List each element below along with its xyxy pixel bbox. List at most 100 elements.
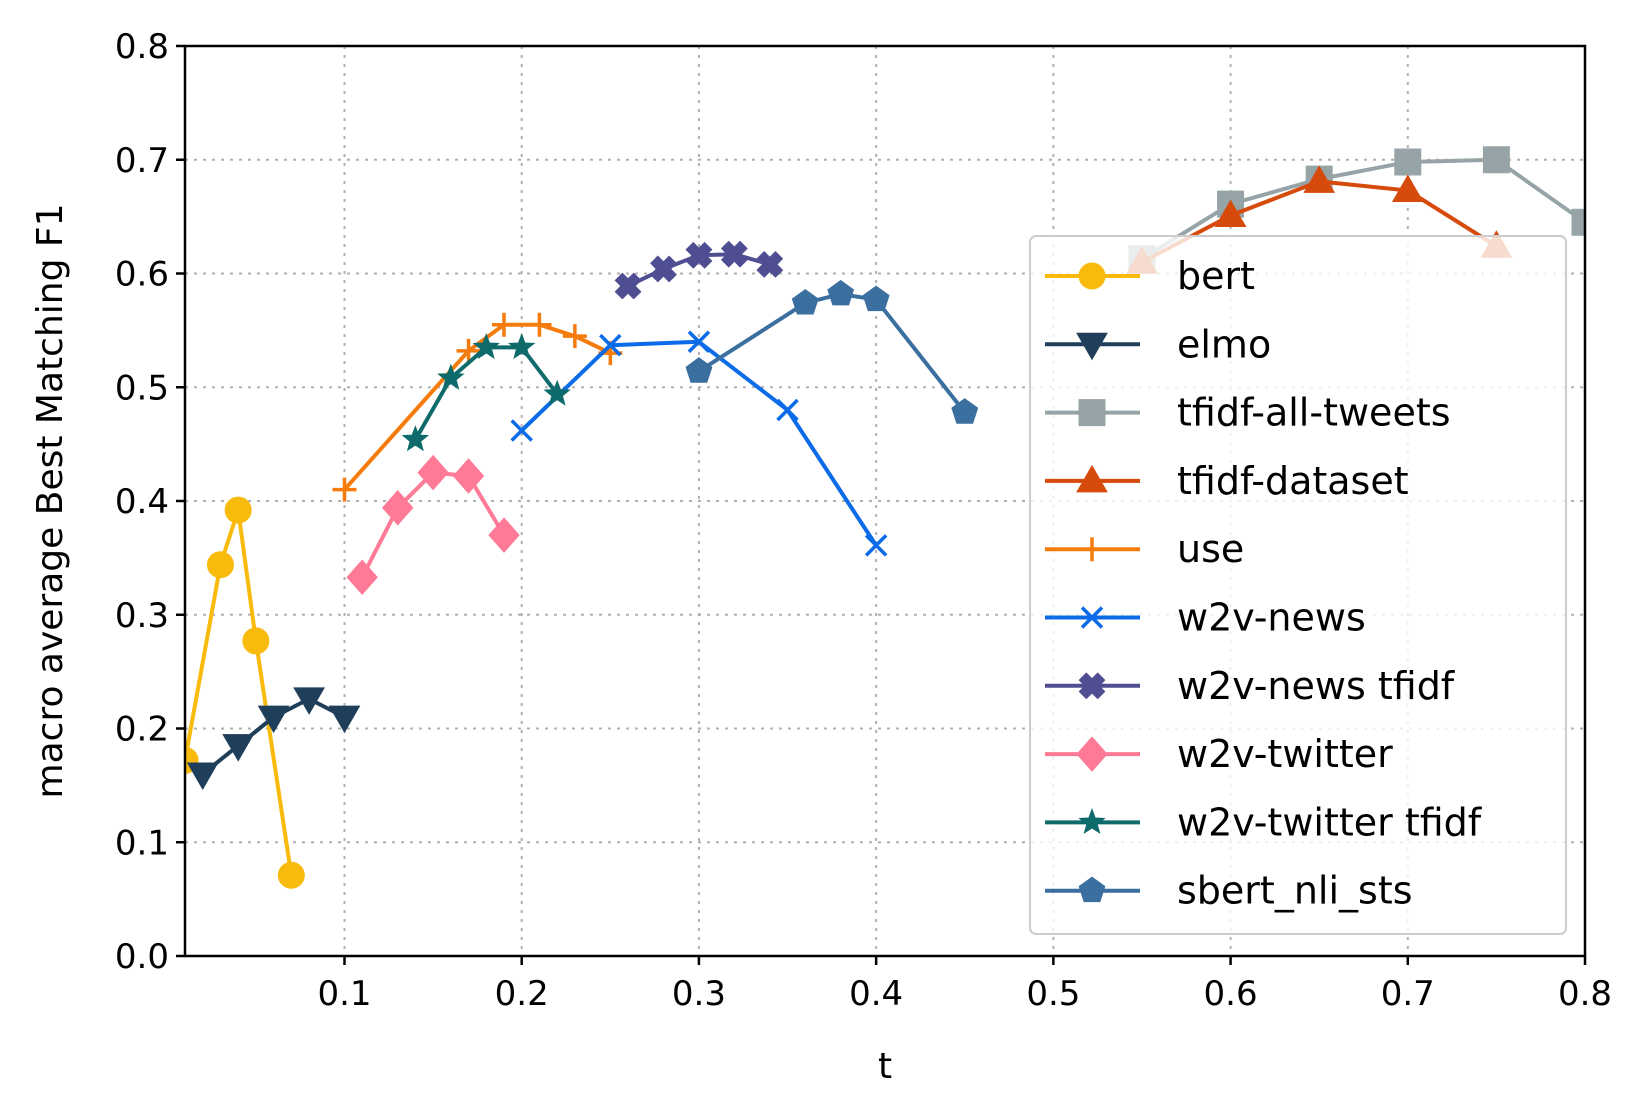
y-axis-label: macro average Best Matching F1 — [30, 204, 71, 799]
data-point-w2v-news — [687, 330, 711, 353]
legend-item-use: use — [1045, 527, 1244, 571]
x-axis-label: t — [878, 1046, 892, 1087]
y-tick-label: 0.4 — [115, 482, 169, 522]
data-point-bert — [242, 627, 270, 655]
x-tick-label: 0.4 — [849, 974, 903, 1014]
data-point-use — [456, 338, 481, 363]
legend-marker-sbert-nli-sts — [1078, 876, 1106, 903]
axis-ticks: 0.1 0.2 0.3 0.4 0.5 0.6 0.7 0.8 0.0 0.1 0.2 0.3 0.4 0… — [115, 27, 1612, 1014]
series-elmo — [186, 687, 361, 791]
series-sbert-nli-sts — [685, 279, 979, 424]
legend-item-bert: bert — [1045, 254, 1255, 298]
data-point-bert — [206, 551, 234, 579]
data-point-use — [491, 312, 516, 337]
legend-item-w2v-twitter-tfidf: w2v-twitter tfidf — [1045, 800, 1483, 844]
data-point-w2v-news-tfidf — [650, 255, 677, 283]
data-point-w2v-news-tfidf — [720, 240, 748, 268]
legend-item-sbert-nli-sts: sbert_nli_sts — [1045, 869, 1413, 913]
data-point-w2v-twitter — [488, 517, 520, 553]
legend-box — [1029, 235, 1567, 935]
y-tick-label: 0.0 — [115, 937, 169, 977]
data-point-w2v-news — [510, 419, 533, 442]
series-w2v-news — [510, 330, 888, 557]
legend-label-sbert-nli-sts: sbert_nli_sts — [1177, 869, 1413, 913]
data-point-tfidf-all-tweets — [1571, 208, 1585, 236]
legend-item-elmo: elmo — [1045, 322, 1271, 366]
data-point-w2v-twitter-tfidf — [507, 332, 536, 360]
data-point-w2v-twitter-tfidf — [543, 379, 571, 406]
data-point-elmo — [186, 762, 219, 791]
legend-marker-w2v-twitter — [1076, 736, 1108, 772]
data-point-use — [527, 312, 552, 337]
data-point-elmo — [257, 705, 290, 734]
legend-label-w2v-news-tfidf: w2v-news tfidf — [1177, 664, 1456, 708]
legend-label-bert: bert — [1177, 254, 1255, 298]
data-point-bert — [277, 861, 305, 889]
y-tick-label: 0.8 — [115, 27, 169, 67]
y-tick-label: 0.1 — [115, 823, 169, 863]
series-line-tfidf-all-tweets — [1140, 157, 1585, 261]
y-tick-label: 0.7 — [115, 141, 169, 181]
legend-marker-w2v-twitter-tfidf — [1078, 807, 1106, 835]
data-point-elmo — [328, 705, 361, 734]
y-tick-label: 0.5 — [115, 368, 169, 408]
series-layer — [185, 146, 1585, 889]
data-point-sbert-nli-sts — [862, 285, 890, 312]
data-point-tfidf-dataset — [1391, 174, 1424, 202]
y-tick-label: 0.3 — [115, 596, 169, 636]
data-point-bert — [224, 496, 252, 524]
data-point-tfidf-all-tweets — [1482, 146, 1510, 174]
legend-item-tfidf-dataset: tfidf-dataset — [1045, 459, 1409, 503]
data-point-w2v-news — [599, 333, 622, 357]
data-point-use — [562, 324, 587, 349]
data-point-w2v-twitter-tfidf — [437, 363, 465, 390]
data-point-tfidf-dataset — [1214, 199, 1247, 227]
data-point-w2v-twitter — [382, 490, 414, 526]
data-point-w2v-news-tfidf — [685, 241, 713, 269]
data-point-w2v-news — [776, 398, 799, 422]
data-point-elmo — [222, 734, 255, 762]
legend-label-w2v-twitter: w2v-twitter — [1177, 732, 1393, 776]
legend-marker-use — [1080, 537, 1104, 562]
legend-label-tfidf-all-tweets: tfidf-all-tweets — [1177, 391, 1451, 435]
data-point-tfidf-all-tweets — [1394, 148, 1422, 176]
legend-marker-w2v-news-tfidf — [1078, 672, 1106, 700]
x-tick-label: 0.5 — [1026, 974, 1080, 1014]
data-point-w2v-twitter — [417, 454, 449, 491]
x-tick-label: 0.8 — [1558, 974, 1612, 1014]
data-point-w2v-news-tfidf — [756, 250, 784, 278]
legend-item-w2v-news: w2v-news — [1045, 596, 1366, 640]
data-point-tfidf-dataset — [1303, 165, 1336, 193]
legend-label-use: use — [1177, 527, 1244, 571]
legend-marker-bert — [1078, 262, 1106, 290]
data-point-w2v-twitter — [452, 458, 485, 494]
legend-marker-tfidf-all-tweets — [1078, 399, 1106, 427]
legend-marker-w2v-news — [1080, 606, 1104, 629]
legend-label-w2v-news: w2v-news — [1177, 596, 1366, 640]
series-w2v-twitter — [346, 454, 520, 595]
data-point-w2v-twitter-tfidf — [472, 332, 500, 360]
legend-label-w2v-twitter-tfidf: w2v-twitter tfidf — [1177, 800, 1483, 844]
legend-label-tfidf-dataset: tfidf-dataset — [1177, 459, 1409, 503]
y-tick-label: 0.6 — [115, 255, 169, 295]
legend-item-w2v-twitter: w2v-twitter — [1045, 732, 1393, 776]
data-point-sbert-nli-sts — [791, 288, 819, 315]
data-point-use — [332, 477, 357, 502]
y-tick-label: 0.2 — [115, 710, 169, 750]
data-point-elmo — [293, 687, 325, 715]
series-w2v-twitter-tfidf — [401, 332, 571, 452]
x-tick-label: 0.2 — [495, 974, 549, 1014]
x-tick-label: 0.7 — [1381, 974, 1435, 1014]
data-point-w2v-news — [864, 534, 888, 557]
legend-label-elmo: elmo — [1177, 322, 1271, 366]
data-point-w2v-news-tfidf — [614, 272, 642, 300]
legend-marker-tfidf-dataset — [1076, 464, 1108, 493]
data-point-w2v-twitter — [346, 559, 378, 595]
data-point-sbert-nli-sts — [951, 398, 979, 424]
x-tick-label: 0.1 — [317, 974, 371, 1014]
x-tick-label: 0.3 — [672, 974, 726, 1014]
data-point-sbert-nli-sts — [827, 279, 855, 306]
legend: bert elmo tfidf-all-tweets tfidf-dataset use… — [1029, 235, 1567, 935]
legend-item-w2v-news-tfidf: w2v-news tfidf — [1045, 664, 1456, 708]
